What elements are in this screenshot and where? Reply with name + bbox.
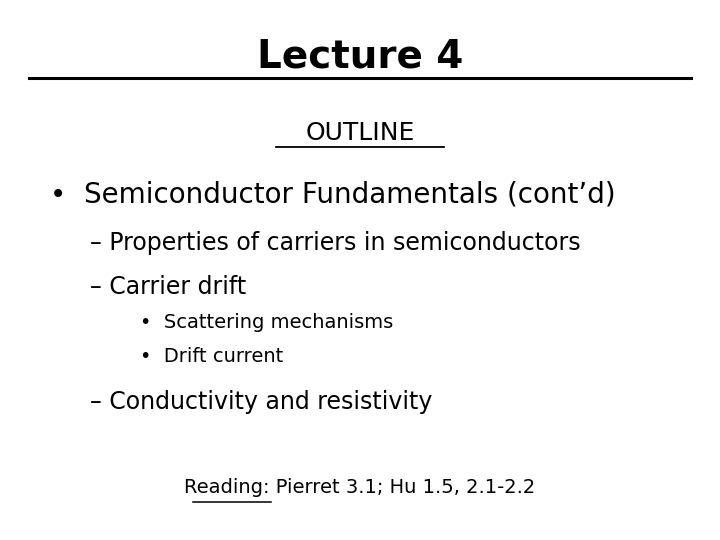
- Text: Reading: Pierret 3.1; Hu 1.5, 2.1-2.2: Reading: Pierret 3.1; Hu 1.5, 2.1-2.2: [184, 478, 536, 497]
- Text: •  Semiconductor Fundamentals (cont’d): • Semiconductor Fundamentals (cont’d): [50, 181, 616, 209]
- Text: Lecture 4: Lecture 4: [257, 38, 463, 76]
- Text: •  Drift current: • Drift current: [140, 347, 284, 366]
- Text: – Conductivity and resistivity: – Conductivity and resistivity: [90, 390, 433, 414]
- Text: – Carrier drift: – Carrier drift: [90, 275, 246, 299]
- Text: OUTLINE: OUTLINE: [305, 122, 415, 145]
- Text: •  Scattering mechanisms: • Scattering mechanisms: [140, 313, 394, 332]
- Text: – Properties of carriers in semiconductors: – Properties of carriers in semiconducto…: [90, 231, 580, 255]
